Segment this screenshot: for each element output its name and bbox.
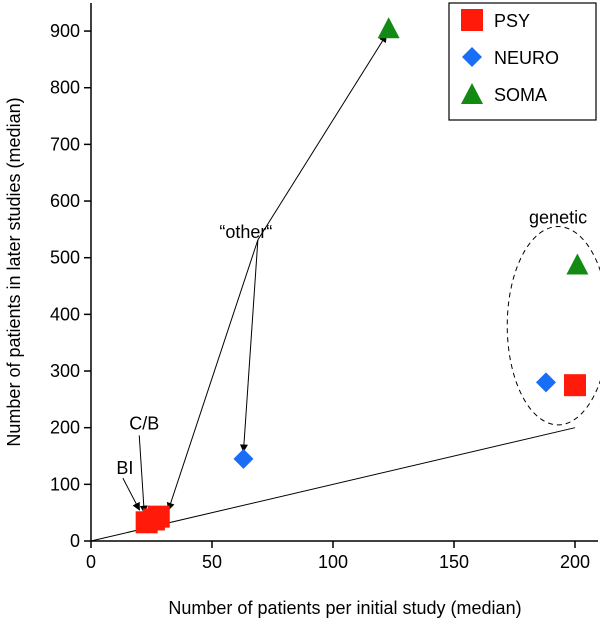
annotation-arrow: [166, 239, 259, 511]
annotation-arrow: [138, 435, 148, 514]
legend-label-psy: PSY: [494, 11, 530, 31]
annotation-arrows: [122, 34, 387, 514]
y-tick-label: 400: [50, 304, 80, 324]
legend-label-soma: SOMA: [494, 85, 547, 105]
annotation-label: BI: [116, 458, 133, 478]
legend: PSY NEURO SOMA: [448, 2, 597, 121]
y-tick-label: 200: [50, 418, 80, 438]
annotation-arrow: [257, 34, 387, 241]
annotation-label: “other“: [219, 222, 272, 242]
y-axis-label: Number of patients in later studies (med…: [4, 97, 24, 446]
x-tick-label: 0: [86, 552, 96, 572]
annotation-arrow: [239, 239, 259, 453]
y-tick-label: 700: [50, 134, 80, 154]
annotations: “other“ C/B BI genetic: [116, 208, 587, 478]
y-tick-label: 900: [50, 21, 80, 41]
x-axis-label: Number of patients per initial study (me…: [168, 598, 521, 618]
x-ticks: 0 50 100 150 200: [86, 541, 590, 572]
data-point-neuro: [233, 448, 254, 469]
x-tick-label: 200: [560, 552, 590, 572]
data-point-soma: [377, 17, 400, 39]
x-tick-label: 50: [202, 552, 222, 572]
y-tick-label: 600: [50, 191, 80, 211]
reference-line: [90, 427, 576, 542]
y-tick-label: 500: [50, 248, 80, 268]
annotation-label: C/B: [129, 413, 159, 433]
annotation-label: genetic: [529, 208, 587, 228]
y-tick-label: 100: [50, 474, 80, 494]
data-points: [135, 17, 589, 534]
legend-marker-neuro: [462, 47, 482, 67]
x-tick-label: 150: [439, 552, 469, 572]
y-tick-label: 0: [70, 531, 80, 551]
legend-label-neuro: NEURO: [494, 48, 559, 68]
y-tick-label: 800: [50, 78, 80, 98]
legend-marker-soma: [461, 83, 483, 104]
data-point-soma: [566, 253, 589, 275]
data-point-psy: [147, 505, 170, 528]
legend-marker-psy: [461, 9, 483, 31]
y-ticks: 0 100 200 300 400 500 600 700 800 900: [50, 21, 91, 551]
x-tick-label: 100: [318, 552, 348, 572]
annotation-arrow: [122, 477, 140, 511]
data-point-neuro: [535, 372, 556, 393]
y-tick-label: 300: [50, 361, 80, 381]
data-point-psy: [564, 374, 586, 397]
genetic-cluster-ellipse: [506, 226, 600, 426]
